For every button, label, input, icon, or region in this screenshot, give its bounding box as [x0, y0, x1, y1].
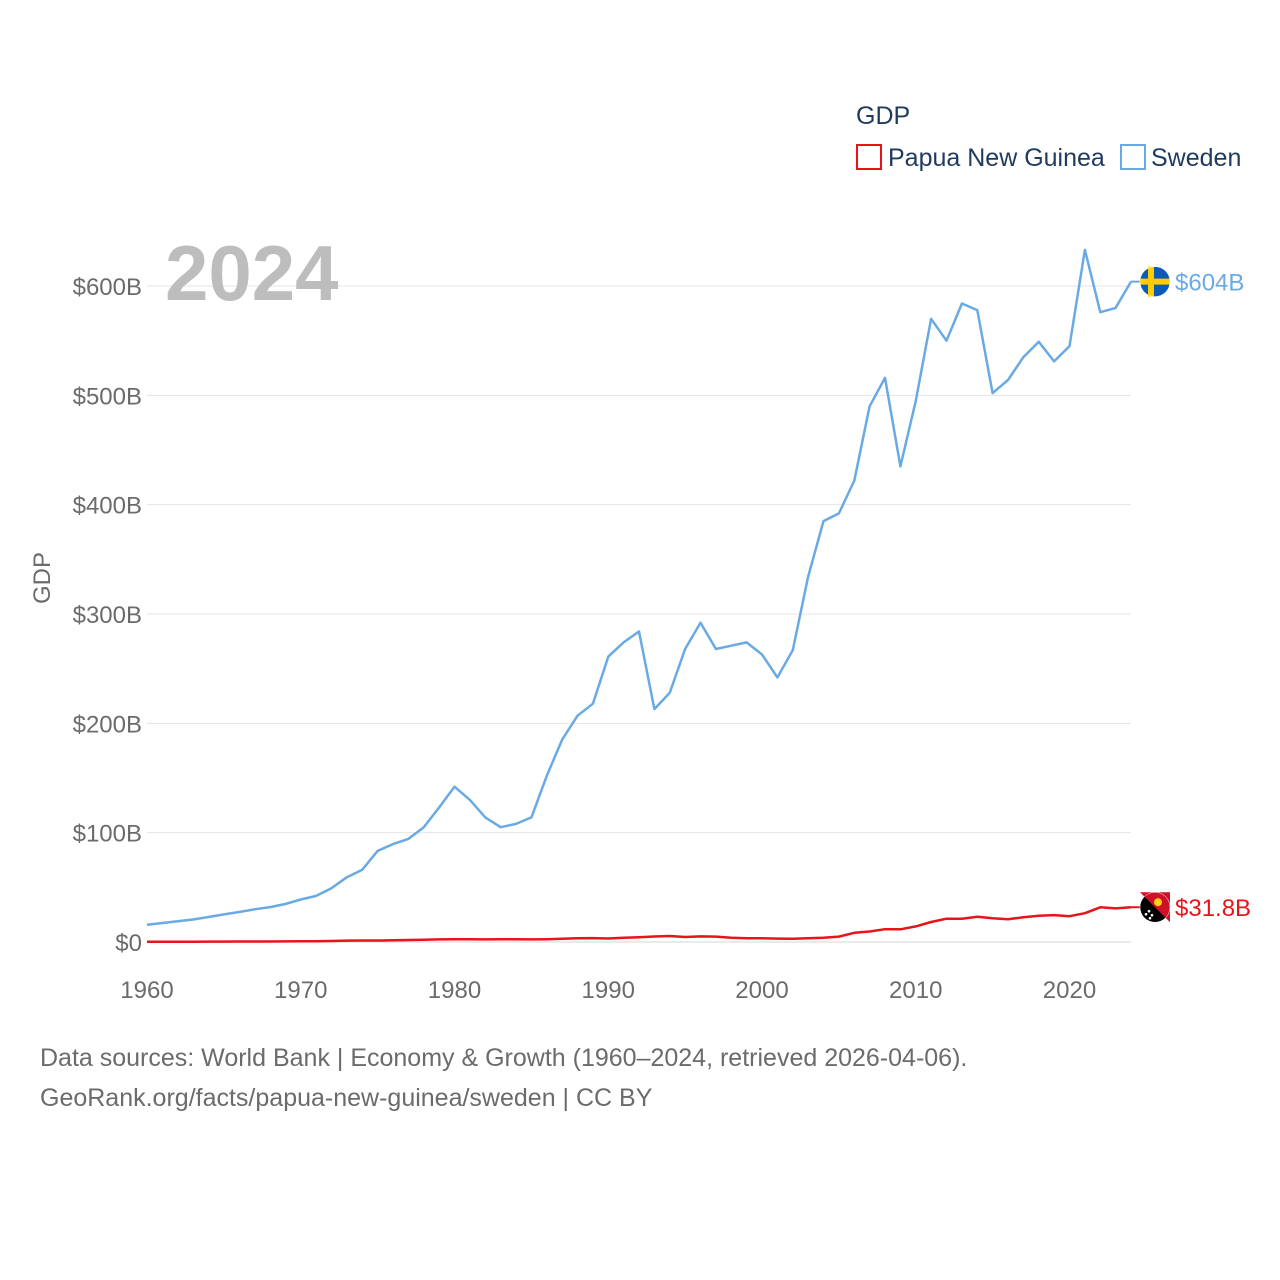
series-line-papua-new-guinea — [147, 905, 1132, 943]
flag-papua-new-guinea-icon — [1139, 891, 1171, 923]
x-tick-label: 2020 — [1043, 977, 1096, 1004]
series-end-label-sweden: $604B — [1175, 270, 1244, 297]
y-tick-label: $400B — [73, 493, 142, 520]
y-axis-label: GDP — [29, 552, 56, 604]
legend: GDP Papua New Guinea Sweden — [856, 102, 1241, 172]
y-tick-label: $500B — [73, 383, 142, 410]
y-tick-label: $600B — [73, 274, 142, 301]
flag-outline — [1139, 266, 1171, 297]
series-end-markers: $31.8B $604B — [1131, 266, 1251, 923]
legend-swatch-papua-new-guinea — [856, 144, 882, 170]
x-tick-label: 2010 — [889, 977, 942, 1004]
x-axis-ticks: 1960 1970 1980 1990 2000 2010 2020 — [120, 977, 1096, 1004]
legend-label-sweden: Sweden — [1151, 144, 1241, 172]
legend-swatch-sweden — [1120, 144, 1146, 170]
x-tick-label: 1990 — [582, 977, 635, 1004]
legend-item-sweden[interactable]: Sweden — [1120, 144, 1241, 172]
legend-item-papua-new-guinea[interactable]: Papua New Guinea — [856, 144, 1105, 172]
series-lines — [146, 248, 1133, 943]
flag-star — [1148, 916, 1152, 920]
x-tick-label: 1960 — [120, 977, 173, 1004]
flag-cross-horizontal — [1140, 278, 1170, 285]
source-line-1: Data sources: World Bank | Economy & Gro… — [40, 1044, 968, 1072]
flag-star — [1150, 913, 1154, 917]
flag-star — [1144, 912, 1148, 916]
flag-bird — [1154, 898, 1162, 907]
series-end-label-papua-new-guinea: $31.8B — [1175, 895, 1251, 922]
flag-sweden-icon — [1139, 266, 1171, 297]
flag-red-triangle — [1140, 892, 1170, 923]
y-tick-label: $0 — [115, 930, 142, 957]
flag-star — [1147, 909, 1151, 913]
y-axis-ticks: $0 $100B $200B $300B $400B $500B $600B — [73, 274, 142, 957]
series-line-sweden — [146, 248, 1133, 926]
x-tick-label: 1980 — [428, 977, 481, 1004]
y-tick-label: $200B — [73, 711, 142, 738]
x-tick-label: 2000 — [735, 977, 788, 1004]
flag-outline — [1139, 891, 1171, 923]
legend-label-papua-new-guinea: Papua New Guinea — [888, 144, 1105, 172]
source-line-2: GeoRank.org/facts/papua-new-guinea/swede… — [40, 1084, 653, 1112]
y-tick-label: $300B — [73, 602, 142, 629]
year-watermark: 2024 — [165, 229, 339, 317]
flag-cross-vertical — [1148, 266, 1154, 297]
x-tick-label: 1970 — [274, 977, 327, 1004]
gridlines — [147, 285, 1131, 943]
legend-title: GDP — [856, 102, 910, 130]
y-tick-label: $100B — [73, 821, 142, 848]
